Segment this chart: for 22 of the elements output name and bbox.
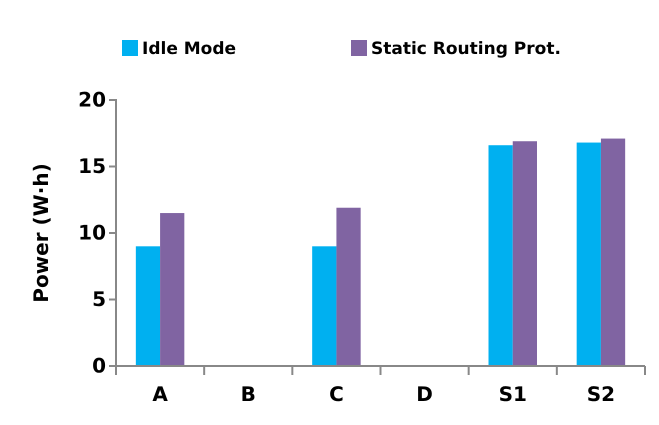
x-tick-label: B [240,382,256,406]
bar [160,213,184,366]
bar [488,145,513,366]
y-tick-label: 10 [78,220,106,244]
legend-label: Static Routing Prot. [371,39,561,59]
y-tick-label: 5 [92,286,106,311]
x-tick-label: D [416,382,433,406]
y-axis-title: Power (W·h) [29,163,53,303]
y-tick-label: 15 [78,154,106,178]
x-tick-label: S2 [586,382,616,406]
bar [336,208,361,366]
y-tick-label: 0 [92,353,106,378]
bar [512,141,537,366]
x-tick-label: S1 [498,382,527,406]
bar [576,142,601,366]
bar [312,246,336,366]
bar [600,138,626,366]
x-tick-label: C [329,382,344,406]
bar [136,246,160,366]
y-tick-label: 20 [78,87,106,112]
x-tick-label: A [152,382,168,406]
legend-label: Idle Mode [142,39,236,59]
